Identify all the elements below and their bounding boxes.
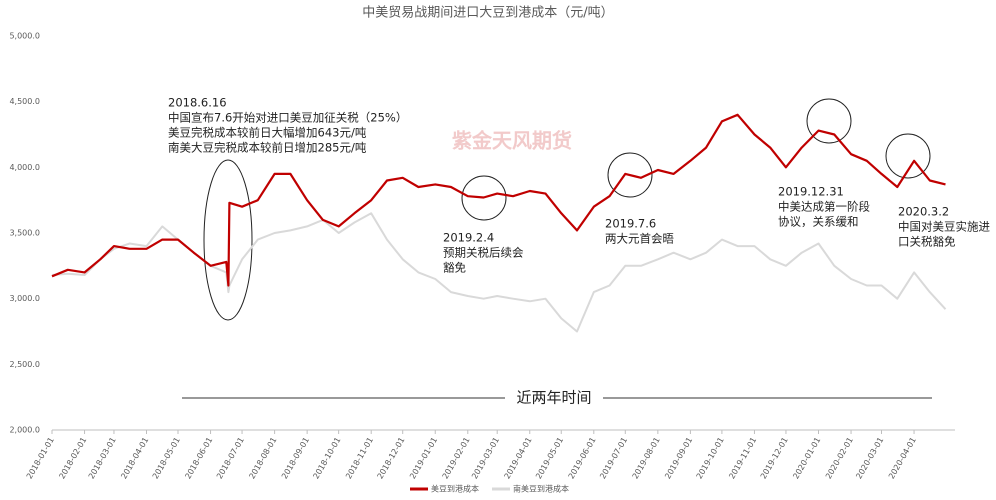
x-tick-label: 2020-02-01	[824, 436, 855, 481]
x-tick-label: 2019-08-01	[631, 436, 662, 481]
watermark: 紫金天风期货	[452, 129, 572, 153]
x-tick-label: 2019-10-01	[695, 436, 726, 481]
x-tick-label: 2018-05-01	[151, 436, 182, 481]
highlight-circle	[885, 133, 931, 179]
annotation: 中美达成第一阶段	[778, 200, 870, 214]
x-tick-label: 2019-03-01	[470, 436, 501, 481]
legend-label: 美豆到港成本	[431, 484, 479, 494]
x-tick-label: 2019-09-01	[663, 436, 694, 481]
x-tick-label: 2018-10-01	[312, 436, 343, 481]
annotation: 两大元首会晤	[605, 232, 674, 246]
period-label: 近两年时间	[516, 389, 591, 407]
x-tick-label: 2020-04-01	[887, 436, 918, 481]
x-tick-label: 2020-01-01	[791, 436, 822, 481]
x-tick-label: 2019-06-01	[567, 436, 598, 481]
annotation: 口关税豁免	[898, 235, 956, 249]
x-tick-label: 2018-07-01	[215, 436, 246, 481]
y-tick-label: 3,000.0	[9, 294, 40, 303]
highlight-circle	[607, 152, 653, 198]
x-tick-label: 2019-04-01	[503, 436, 534, 481]
x-tick-label: 2018-01-01	[25, 436, 56, 481]
legend-label: 南美豆到港成本	[513, 484, 569, 494]
x-tick-label: 2019-07-01	[598, 436, 629, 481]
x-tick-label: 2018-03-01	[87, 436, 118, 481]
y-tick-label: 3,500.0	[9, 229, 40, 238]
x-tick-label: 2018-08-01	[247, 436, 278, 481]
x-tick-label: 2018-11-01	[344, 436, 375, 481]
y-tick-label: 4,000.0	[9, 163, 40, 172]
annotation: 中国对美豆实施进	[898, 220, 990, 234]
annotation: 2018.6.16	[168, 96, 227, 110]
x-tick-label: 2018-02-01	[57, 436, 88, 481]
annotation: 美豆完税成本较前日大幅增加643元/吨	[168, 126, 367, 140]
annotation: 2019.7.6	[605, 217, 656, 231]
annotation: 豁免	[443, 261, 466, 275]
x-tick-label: 2019-11-01	[727, 436, 758, 481]
annotation: 南美大豆完税成本较前日增加285元/吨	[168, 141, 367, 155]
x-tick-label: 2018-12-01	[376, 436, 407, 481]
x-tick-label: 2019-05-01	[534, 436, 565, 481]
series-line	[51, 212, 947, 333]
x-tick-label: 2018-09-01	[280, 436, 311, 481]
y-tick-label: 2,000.0	[9, 426, 40, 435]
y-tick-label: 4,500.0	[9, 97, 40, 106]
annotation: 中国宣布7.6开始对进口美豆加征关税（25%）	[168, 111, 407, 125]
annotation: 2019.2.4	[443, 231, 494, 245]
annotation: 2019.12.31	[778, 185, 844, 199]
x-tick-label: 2018-06-01	[183, 436, 214, 481]
highlight-circle	[461, 175, 507, 221]
y-tick-label: 5,000.0	[9, 32, 40, 41]
chart-title: 中美贸易战期间进口大豆到港成本（元/吨）	[362, 6, 613, 21]
x-tick-label: 2019-12-01	[759, 436, 790, 481]
annotation: 2020.3.2	[898, 205, 949, 219]
y-tick-label: 2,500.0	[9, 360, 40, 369]
highlight-circle	[806, 98, 852, 144]
x-tick-label: 2019-02-01	[441, 436, 472, 481]
x-tick-label: 2020-03-01	[854, 436, 885, 481]
x-tick-label: 2018-04-01	[119, 436, 150, 481]
x-tick-label: 2019-01-01	[408, 436, 439, 481]
highlight-ellipse	[203, 159, 253, 321]
annotation: 预期关税后续会	[443, 246, 524, 260]
annotation: 协议，关系缓和	[778, 215, 859, 229]
series-line	[51, 113, 946, 287]
